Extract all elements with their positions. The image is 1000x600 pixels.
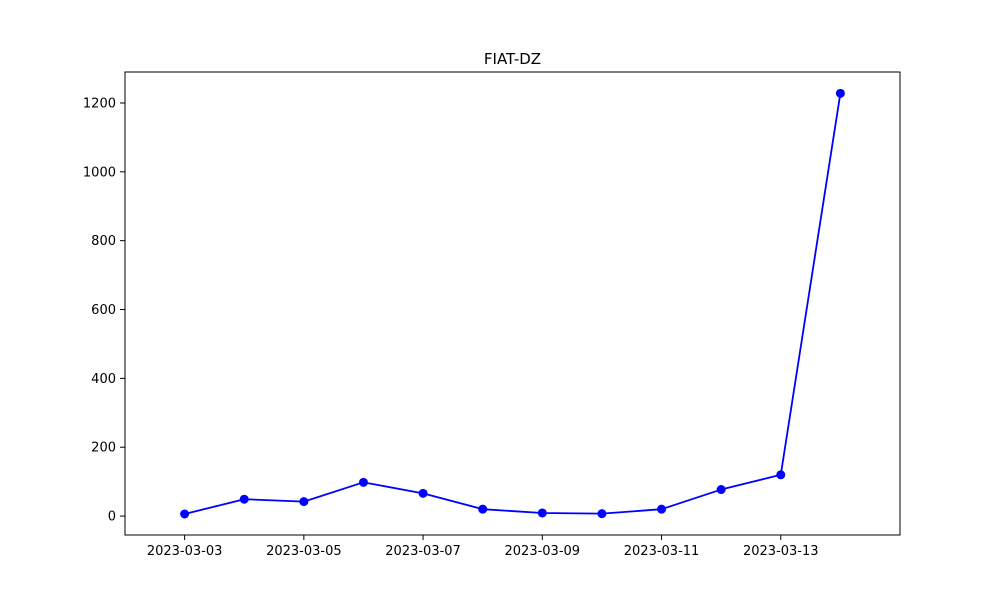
x-axis: 2023-03-03 2023-03-05 2023-03-07 2023-03-09… — [147, 535, 819, 559]
series-line — [184, 93, 842, 515]
plot-frame — [124, 71, 901, 536]
y-tick-label: 800 — [91, 234, 116, 249]
data-point — [478, 504, 488, 514]
data-point — [835, 88, 845, 98]
data-point — [716, 485, 726, 495]
plot-area — [124, 71, 901, 536]
series-layer — [180, 88, 845, 519]
y-tick-label: 0 — [108, 510, 116, 525]
data-point — [537, 508, 547, 518]
x-tick-label: 2023-03-05 — [266, 544, 342, 559]
chart-title: FIAT-DZ — [484, 50, 541, 68]
y-tick-label: 400 — [91, 372, 116, 387]
y-tick-label: 1200 — [83, 96, 116, 111]
y-tick-label: 600 — [91, 303, 116, 318]
x-tick-label: 2023-03-13 — [743, 544, 819, 559]
data-point — [597, 509, 607, 519]
data-point — [776, 470, 786, 480]
data-point — [239, 494, 249, 504]
x-tick-label: 2023-03-09 — [505, 544, 581, 559]
y-tick-label: 200 — [91, 441, 116, 456]
y-axis: 0 200 400 600 800 1000 1200 — [83, 96, 125, 525]
data-point — [418, 488, 428, 498]
data-point — [180, 509, 190, 519]
x-tick-label: 2023-03-03 — [147, 544, 223, 559]
y-tick-label: 1000 — [83, 165, 116, 180]
data-point — [657, 504, 667, 514]
x-tick-label: 2023-03-07 — [385, 544, 461, 559]
x-tick-label: 2023-03-11 — [624, 544, 700, 559]
data-point — [358, 477, 368, 487]
data-point — [299, 497, 309, 507]
